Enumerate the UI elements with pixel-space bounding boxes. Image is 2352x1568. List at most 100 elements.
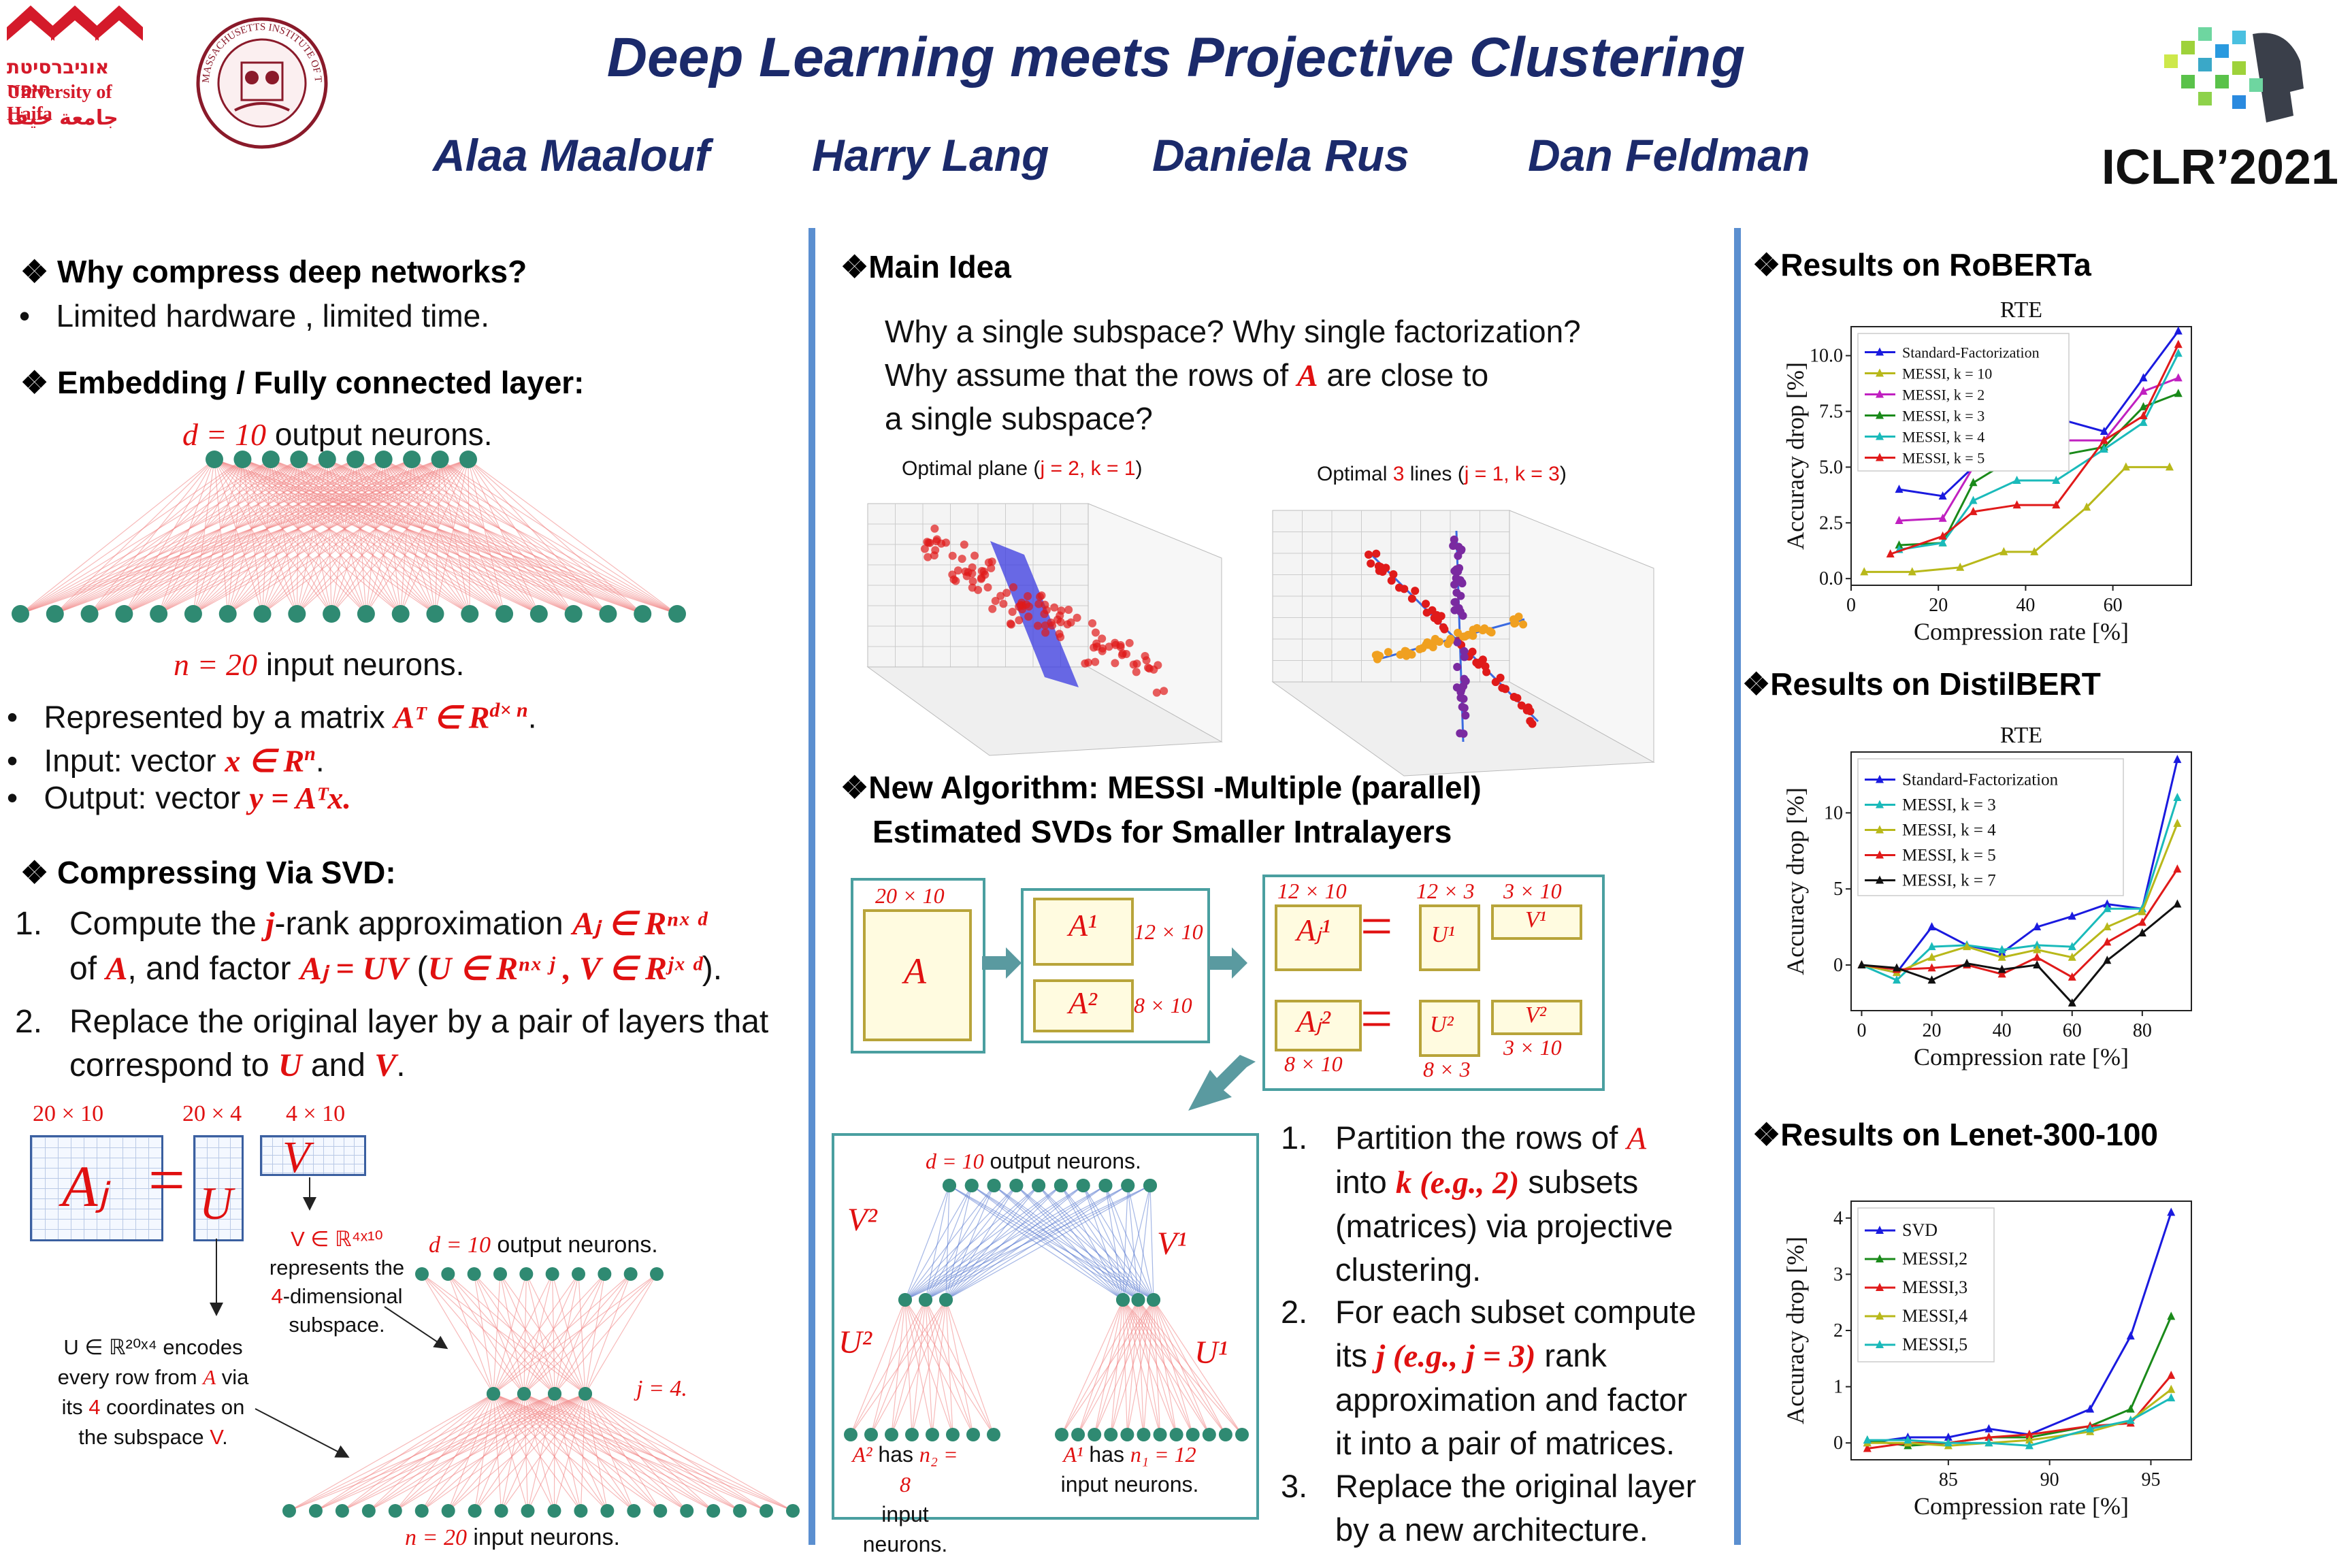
connection-line: [1094, 1299, 1154, 1435]
connection-line: [355, 459, 540, 615]
neuron: [1055, 1428, 1068, 1441]
connection-line: [578, 1273, 586, 1394]
connection-line: [925, 1185, 1106, 1301]
connection-line: [527, 1393, 555, 1512]
connection-line: [945, 1185, 1039, 1301]
connection-line: [242, 459, 402, 615]
neuron: [467, 1267, 481, 1281]
connection-line: [468, 459, 678, 615]
neuron: [926, 1428, 939, 1441]
connection-line: [1105, 1185, 1139, 1301]
data-point: [1373, 651, 1382, 659]
connection-line: [585, 1393, 608, 1512]
data-point: [1387, 576, 1396, 585]
connection-line: [949, 1185, 1154, 1301]
connection-line: [327, 459, 436, 615]
connection-line: [945, 1185, 1084, 1301]
connection-line: [342, 1393, 586, 1512]
connection-line: [289, 1393, 494, 1512]
connection-line: [342, 1393, 494, 1512]
connection-line: [904, 1185, 1062, 1301]
connection-line: [1060, 1185, 1124, 1301]
matrix-a2: A²: [1033, 979, 1134, 1032]
data-point: [1509, 692, 1518, 701]
v1-dim: 3 × 10: [1503, 879, 1562, 903]
data-point: [1091, 657, 1100, 666]
connection-line: [193, 459, 469, 615]
connection-line: [298, 459, 505, 615]
connection-line: [949, 1185, 1124, 1301]
connection-line: [945, 1185, 1151, 1301]
connection-line: [270, 459, 470, 615]
x-axis-label: Compression rate [%]: [1914, 618, 2129, 645]
data-point: [1439, 623, 1448, 632]
connection-line: [468, 459, 608, 615]
connection-line: [1122, 1299, 1243, 1435]
data-point: [1056, 633, 1065, 642]
connection-line: [1038, 1185, 1154, 1301]
connection-line: [493, 1273, 657, 1394]
main-idea-q2: Why assume that the rows of A are close …: [885, 357, 1489, 393]
data-point: [2086, 1404, 2095, 1413]
fc-layer-diagram: [12, 451, 686, 623]
connection-line: [585, 1393, 714, 1512]
data-point: [1050, 603, 1059, 612]
connection-line: [89, 459, 440, 615]
connection-line: [20, 459, 299, 615]
partition-box: A¹ 12 × 10 A² 8 × 10: [1021, 888, 1210, 1043]
y-tick-label: 3: [1833, 1264, 1843, 1285]
data-point: [1088, 619, 1097, 627]
data-point: [2174, 348, 2183, 357]
data-point: [2139, 402, 2148, 410]
data-point: [2030, 546, 2039, 555]
iclr-logo-icon: [2164, 27, 2304, 122]
data-point: [1024, 591, 1032, 600]
data-point: [2068, 942, 2076, 951]
matrix-v2: V²: [1491, 1000, 1582, 1035]
data-point: [1450, 581, 1459, 589]
connection-line: [493, 1393, 634, 1512]
connection-line: [214, 459, 402, 615]
connection-line: [355, 459, 505, 615]
legend-entry: SVD: [1902, 1220, 1938, 1240]
x-tick-label: 95: [2141, 1469, 2160, 1490]
data-point: [1006, 619, 1015, 628]
messi-net-u2: U²: [838, 1324, 872, 1360]
neuron: [529, 605, 548, 623]
connection-line: [468, 459, 505, 615]
data-point: [1904, 1435, 1912, 1444]
x-tick-label: 20: [1929, 595, 1948, 616]
data-point: [977, 567, 986, 576]
connection-line: [904, 1185, 1151, 1301]
neuron: [80, 605, 99, 623]
connection-line: [54, 459, 440, 615]
data-point: [2082, 502, 2091, 511]
messi-net-a1-label: A¹ has n₁ = 12 input neurons.: [1051, 1439, 1208, 1499]
connection-line: [1077, 1299, 1124, 1435]
bullet-input-text: Input: vector: [44, 742, 225, 779]
data-point: [1041, 628, 1050, 637]
iclr-logo: [2151, 14, 2321, 136]
legend-entry: MESSI, k = 2: [1902, 387, 1984, 404]
bullet-represented-sup: d× n: [489, 699, 528, 721]
legend-marker: [1876, 1226, 1884, 1234]
data-point: [2033, 922, 2042, 931]
connection-line: [89, 459, 328, 615]
series-line: [1867, 1316, 2172, 1447]
connection-line: [493, 1393, 555, 1512]
connection-line: [1110, 1299, 1139, 1435]
connection-line: [870, 1299, 947, 1435]
matrix-a1-label: A¹: [1068, 908, 1097, 943]
neuron: [459, 451, 477, 468]
connection-line: [904, 1185, 1106, 1301]
bullet-represented: • Represented by a matrix Aᵀ ∈ Rd× n.: [7, 699, 537, 735]
connection-line: [54, 459, 328, 615]
svd-arrows: [210, 1177, 448, 1458]
connection-line: [20, 459, 469, 615]
data-point: [1024, 612, 1033, 621]
neuron: [12, 605, 29, 623]
data-point: [1458, 578, 1467, 587]
y-tick-label: 4: [1833, 1208, 1843, 1229]
y-tick-label: 5: [1833, 879, 1843, 900]
connection-line: [298, 459, 402, 615]
